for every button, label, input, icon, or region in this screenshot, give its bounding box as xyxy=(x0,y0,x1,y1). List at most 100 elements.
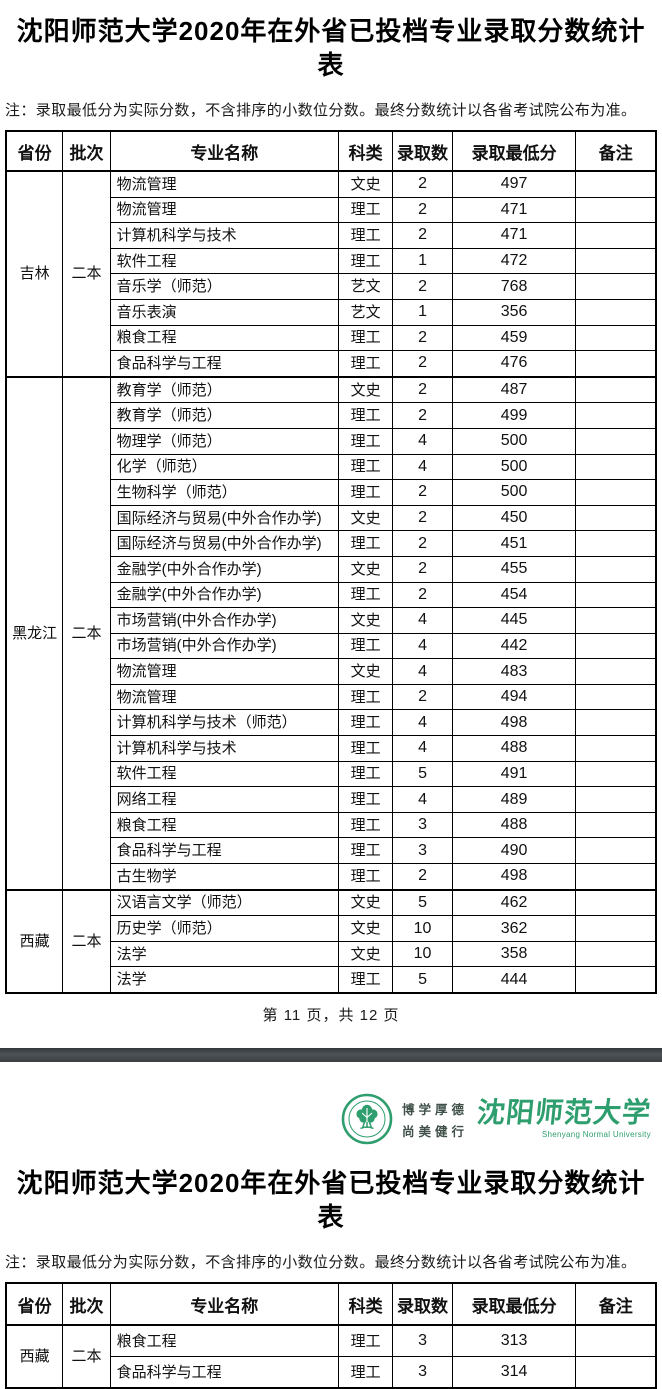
page-number: 第 11 页，共 12 页 xyxy=(262,1007,400,1024)
min-score-cell: 498 xyxy=(451,709,577,737)
table-row: 法学 理工 5 444 xyxy=(6,966,657,994)
major-cell: 粮食工程 xyxy=(109,811,340,839)
min-score-cell: 494 xyxy=(451,683,577,711)
category-cell: 文史 xyxy=(338,375,394,404)
category-cell: 理工 xyxy=(338,709,394,737)
remark-cell xyxy=(575,324,657,352)
category-cell: 理工 xyxy=(338,479,394,506)
category-cell: 理工 xyxy=(338,324,394,352)
min-score-cell: 476 xyxy=(451,350,577,378)
column-header: 科类 xyxy=(338,1282,394,1326)
remark-cell xyxy=(575,196,657,224)
remark-cell xyxy=(575,760,657,788)
table-row: 软件工程 理工 1 472 xyxy=(6,247,657,275)
count-cell: 5 xyxy=(392,888,453,917)
major-cell: 古生物学 xyxy=(109,863,340,891)
column-header: 备注 xyxy=(575,1282,657,1326)
column-header: 科类 xyxy=(338,130,394,172)
major-cell: 音乐学（师范） xyxy=(109,273,340,300)
major-cell: 物流管理 xyxy=(109,196,340,224)
major-cell: 化学（师范） xyxy=(109,453,340,481)
major-cell: 法学 xyxy=(109,940,340,968)
count-cell: 2 xyxy=(392,555,453,583)
count-cell: 2 xyxy=(392,273,453,300)
university-name-block: 沈阳师范大学 Shenyang Normal University xyxy=(475,1098,652,1139)
min-score-cell: 498 xyxy=(451,863,577,891)
count-cell: 2 xyxy=(392,222,453,249)
major-cell: 生物科学（师范） xyxy=(109,479,340,506)
count-cell: 10 xyxy=(392,940,453,968)
min-score-cell: 489 xyxy=(451,786,577,813)
major-cell: 食品科学与工程 xyxy=(109,1356,340,1389)
remark-cell xyxy=(575,479,657,506)
count-cell: 2 xyxy=(392,479,453,506)
province-cell: 黑龙江 xyxy=(5,375,64,891)
province-cell: 西藏 xyxy=(5,888,64,994)
min-score-cell: 487 xyxy=(451,375,577,404)
column-header: 录取最低分 xyxy=(451,1282,577,1326)
category-cell: 文史 xyxy=(338,504,394,532)
page-title: 沈阳师范大学2020年在外省已投档专业录取分数统计表 xyxy=(16,16,646,80)
min-score-cell: 490 xyxy=(451,837,577,865)
count-cell: 2 xyxy=(392,504,453,532)
category-cell: 理工 xyxy=(338,581,394,609)
major-cell: 计算机科学与技术（师范） xyxy=(109,709,340,737)
major-cell: 教育学（师范） xyxy=(109,402,340,429)
min-score-cell: 488 xyxy=(451,735,577,762)
batch-cell: 二本 xyxy=(62,888,111,994)
count-cell: 2 xyxy=(392,375,453,404)
category-cell: 理工 xyxy=(338,247,394,275)
count-cell: 2 xyxy=(392,196,453,224)
count-cell: 2 xyxy=(392,863,453,891)
table-row: 计算机科学与技术（师范） 理工 4 498 xyxy=(6,709,657,737)
remark-cell xyxy=(575,402,657,429)
major-cell: 金融学(中外合作办学) xyxy=(109,555,340,583)
category-cell: 理工 xyxy=(338,760,394,788)
category-cell: 文史 xyxy=(338,940,394,968)
university-motto: 博学厚德 尚美健行 xyxy=(402,1099,468,1140)
min-score-cell: 358 xyxy=(451,940,577,968)
remark-cell xyxy=(575,555,657,583)
count-cell: 2 xyxy=(392,683,453,711)
major-cell: 计算机科学与技术 xyxy=(109,222,340,249)
table-row: 食品科学与工程 理工 3 490 xyxy=(6,837,657,865)
page-11-section: 沈阳师范大学2020年在外省已投档专业录取分数统计表 注：录取最低分为实际分数，… xyxy=(0,14,662,1025)
column-header: 专业名称 xyxy=(109,130,340,172)
count-cell: 1 xyxy=(392,247,453,275)
remark-cell xyxy=(575,581,657,609)
university-name-en: Shenyang Normal University xyxy=(541,1130,651,1139)
major-cell: 计算机科学与技术 xyxy=(109,735,340,762)
count-cell: 4 xyxy=(392,658,453,685)
category-cell: 理工 xyxy=(338,427,394,455)
category-cell: 理工 xyxy=(338,735,394,762)
remark-cell xyxy=(575,273,657,300)
header-row: 省份 批次 专业名称 科类 录取数 录取最低分 备注 xyxy=(5,130,657,172)
category-cell: 理工 xyxy=(338,530,394,557)
category-cell: 文史 xyxy=(338,555,394,583)
category-cell: 理工 xyxy=(338,683,394,711)
major-cell: 历史学（师范） xyxy=(109,915,340,942)
column-header: 省份 xyxy=(5,1282,64,1326)
min-score-cell: 445 xyxy=(451,607,577,634)
remark-cell xyxy=(575,453,657,481)
min-score-cell: 462 xyxy=(451,888,577,917)
page-title-2: 沈阳师范大学2020年在外省已投档专业录取分数统计表 xyxy=(16,1168,646,1232)
major-cell: 金融学(中外合作办学) xyxy=(109,581,340,609)
category-cell: 艺文 xyxy=(338,298,394,326)
category-cell: 理工 xyxy=(338,350,394,378)
category-cell: 理工 xyxy=(338,453,394,481)
major-cell: 物流管理 xyxy=(109,683,340,711)
category-cell: 文史 xyxy=(338,888,394,917)
university-logo: 博学厚德 尚美健行 沈阳师范大学 Shenyang Normal Univers… xyxy=(5,1092,657,1146)
count-cell: 3 xyxy=(392,1356,453,1389)
remark-cell xyxy=(575,169,657,198)
count-cell: 2 xyxy=(392,324,453,352)
table-row: 国际经济与贸易(中外合作办学) 文史 2 450 xyxy=(6,504,657,532)
category-cell: 理工 xyxy=(338,863,394,891)
major-cell: 物流管理 xyxy=(109,658,340,685)
count-cell: 4 xyxy=(392,427,453,455)
min-score-cell: 472 xyxy=(451,247,577,275)
remark-cell xyxy=(575,247,657,275)
major-cell: 食品科学与工程 xyxy=(109,350,340,378)
remark-cell xyxy=(575,915,657,942)
